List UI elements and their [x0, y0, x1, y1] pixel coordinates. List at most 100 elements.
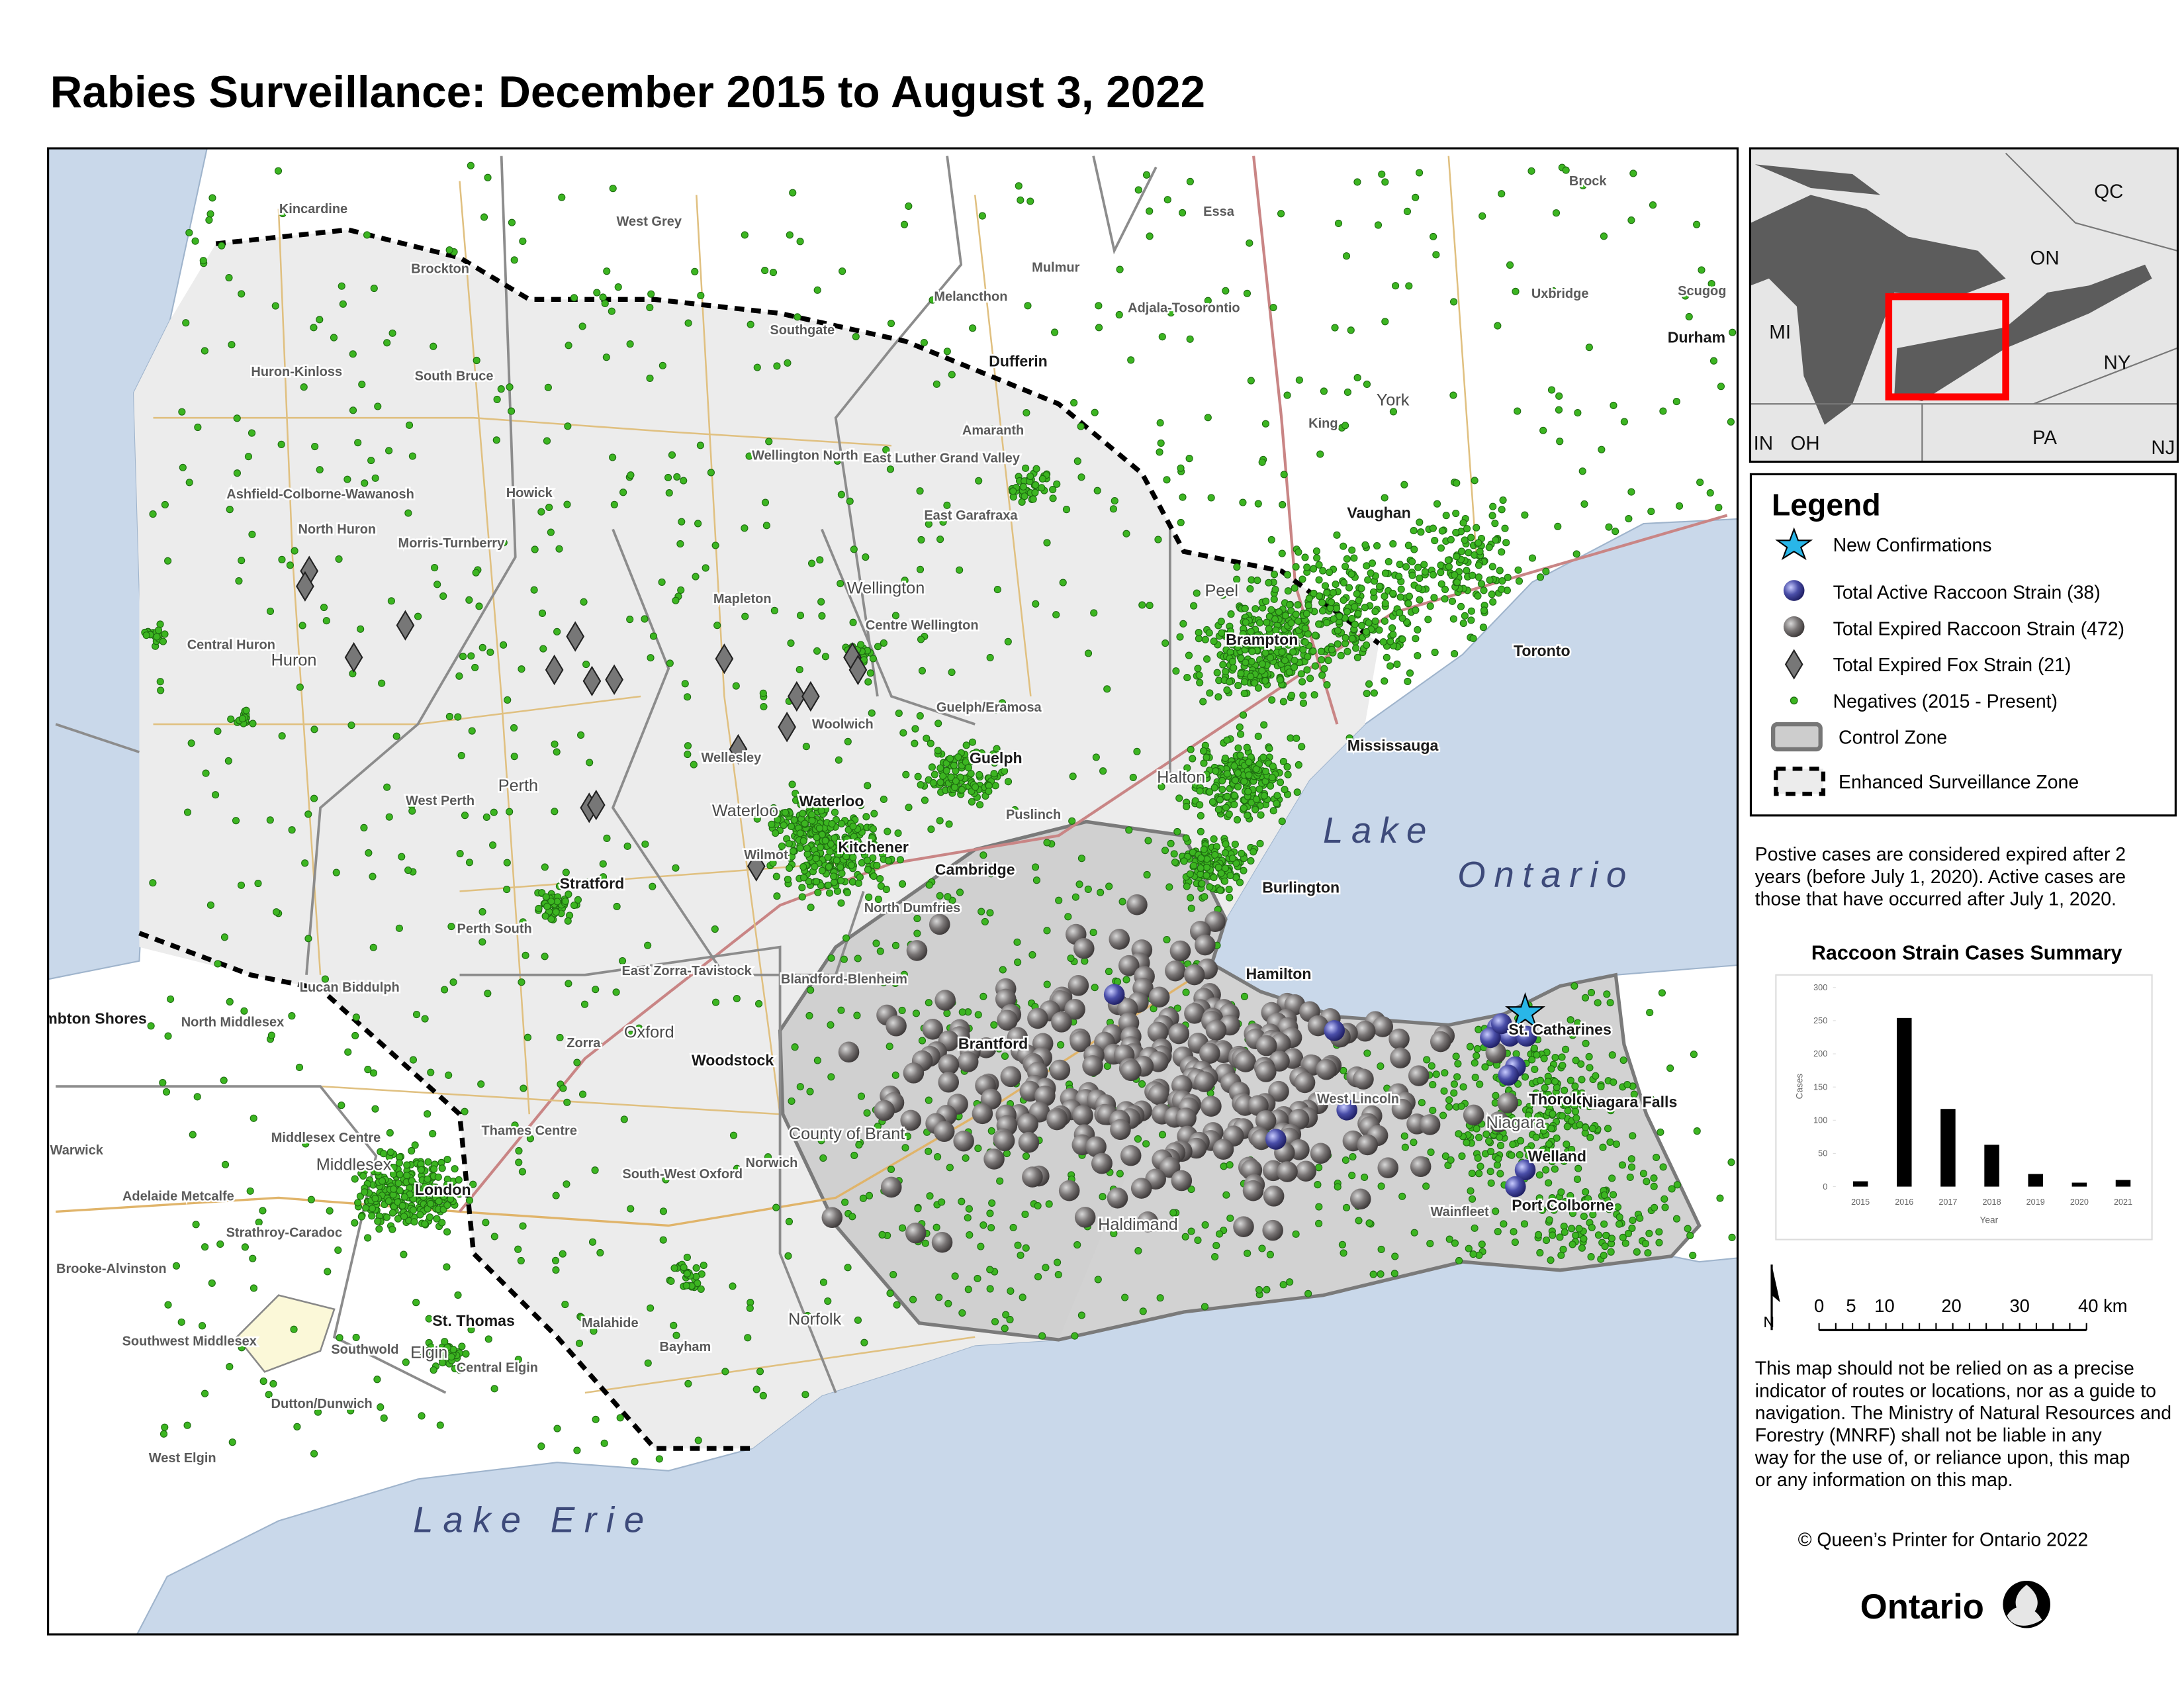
negative-test	[729, 1282, 737, 1290]
negative-test	[976, 801, 984, 809]
negative-test	[1657, 1128, 1664, 1136]
negative-test	[1353, 178, 1361, 186]
negative-test	[1416, 596, 1424, 604]
negative-test	[1587, 1253, 1595, 1261]
negative-test	[1186, 177, 1194, 185]
negative-test	[1353, 653, 1361, 661]
negative-test	[1343, 647, 1351, 655]
negative-test	[1059, 579, 1067, 586]
negative-test	[1222, 804, 1230, 812]
negative-test	[412, 1010, 421, 1019]
negative-test	[1479, 212, 1486, 220]
place-label: Malahide	[582, 1316, 639, 1331]
negative-test	[179, 463, 187, 471]
place-label: Durham	[1668, 329, 1725, 346]
negative-test	[1342, 563, 1349, 571]
negative-test	[1496, 1170, 1504, 1178]
negative-test	[887, 1165, 895, 1174]
negative-test	[1574, 1164, 1582, 1172]
negative-test	[1395, 573, 1403, 581]
negative-test	[612, 988, 620, 996]
negative-test	[541, 912, 549, 920]
negative-test	[896, 856, 904, 864]
negative-test	[238, 557, 246, 565]
negative-test	[1110, 1229, 1118, 1238]
negative-test	[1542, 567, 1550, 575]
expired-raccoon-case	[1072, 1105, 1093, 1126]
negative-test	[577, 731, 585, 739]
negative-test	[931, 771, 938, 778]
place-label: Stratford	[560, 874, 625, 892]
negative-test	[1608, 1235, 1616, 1243]
negative-test	[1067, 954, 1075, 962]
negative-test	[1615, 1220, 1623, 1228]
y-tick-label: 300	[1813, 983, 1827, 992]
expired-raccoon-case	[1242, 1180, 1264, 1201]
negative-test	[205, 216, 213, 224]
negative-test	[1575, 1225, 1583, 1233]
negative-test	[928, 763, 936, 771]
expired-raccoon-case	[1205, 1019, 1227, 1041]
negative-test	[678, 518, 686, 526]
negative-test	[827, 954, 835, 962]
negative-test	[1377, 1062, 1385, 1070]
negative-test	[933, 1223, 940, 1231]
negative-test	[1182, 834, 1190, 842]
negative-test	[860, 1338, 868, 1346]
negative-test	[208, 1279, 216, 1287]
negative-test	[865, 893, 873, 901]
bar	[1897, 1017, 1912, 1187]
negative-test	[1449, 298, 1458, 306]
place-label: Brantford	[958, 1035, 1028, 1052]
negative-test	[1499, 496, 1507, 504]
negative-test	[1447, 536, 1455, 543]
negative-test	[1521, 1073, 1529, 1081]
negative-test	[1298, 678, 1306, 686]
negative-test	[559, 1250, 567, 1258]
negative-test	[1549, 287, 1557, 295]
negative-test	[400, 1193, 408, 1201]
negative-test	[1478, 1241, 1486, 1248]
negative-test	[814, 888, 822, 896]
negative-test	[1094, 1276, 1102, 1284]
negative-test	[541, 863, 549, 871]
expired-raccoon-case	[1388, 1028, 1410, 1050]
negative-test	[1463, 567, 1471, 575]
negative-test	[1226, 894, 1234, 902]
negative-test	[226, 998, 234, 1006]
negative-test	[990, 770, 998, 778]
negative-test	[998, 699, 1007, 707]
place-label: Kitchener	[838, 839, 909, 856]
negative-test	[398, 1201, 406, 1209]
negative-test	[1685, 312, 1693, 321]
negative-test	[946, 755, 954, 763]
negative-test	[1498, 506, 1506, 514]
negative-test	[199, 257, 207, 265]
negative-test	[772, 872, 780, 880]
negative-test	[865, 1192, 874, 1199]
negative-test	[1454, 1060, 1462, 1068]
negative-test	[913, 914, 921, 923]
negative-test	[1467, 616, 1475, 624]
negative-test	[1353, 590, 1361, 598]
expired-raccoon-case	[1410, 1156, 1432, 1178]
negative-test	[1547, 1065, 1555, 1073]
negative-test	[220, 1076, 228, 1084]
negative-test	[561, 897, 569, 906]
negative-test	[1243, 743, 1251, 751]
negative-test	[370, 284, 378, 293]
negative-test	[324, 1268, 332, 1276]
negative-test	[1213, 669, 1221, 677]
negative-test	[526, 1135, 535, 1143]
negative-test	[813, 286, 821, 294]
negative-test	[849, 853, 857, 861]
negative-test	[785, 1217, 794, 1225]
negative-test	[1034, 1202, 1042, 1210]
negative-test	[1077, 1311, 1086, 1319]
negative-test	[1271, 586, 1279, 594]
negative-test	[1161, 639, 1169, 647]
negative-test	[943, 1009, 951, 1017]
negative-test	[1004, 637, 1012, 645]
negative-test	[1175, 794, 1183, 802]
